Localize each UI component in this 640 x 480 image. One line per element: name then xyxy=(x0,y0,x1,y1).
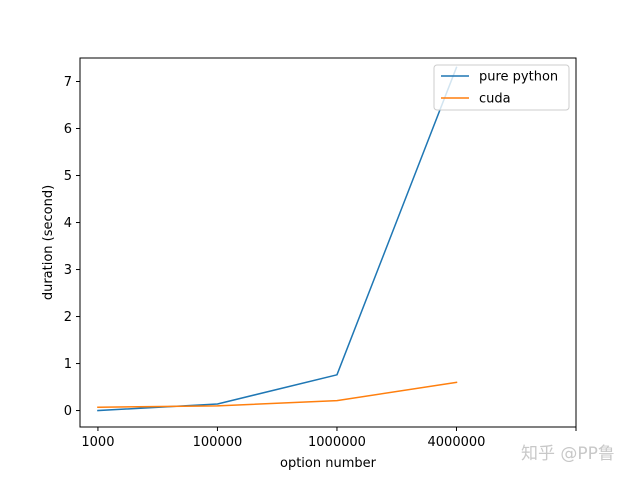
y-tick-label: 6 xyxy=(64,122,72,137)
y-tick-label: 1 xyxy=(64,357,72,372)
series-layer xyxy=(97,66,458,412)
x-axis-ticks: 1000 100000 1000000 4000000 xyxy=(81,427,577,450)
y-axis-label: duration (second) xyxy=(41,185,56,300)
plot-area xyxy=(80,58,576,427)
y-tick-label: 2 xyxy=(64,310,72,325)
x-tick-label: 4000000 xyxy=(428,435,486,450)
x-tick-label: 100000 xyxy=(193,435,243,450)
y-tick-label: 3 xyxy=(64,263,72,278)
x-tick-label: 1000 xyxy=(81,435,114,450)
watermark: 知乎 @PP鲁 xyxy=(521,444,615,464)
y-tick-label: 4 xyxy=(64,216,72,231)
y-tick-label: 5 xyxy=(64,169,72,184)
x-tick-label: 1000000 xyxy=(308,435,366,450)
x-axis-label: option number xyxy=(280,456,377,471)
series-line-cuda xyxy=(97,381,458,409)
y-axis-ticks: 0 1 2 3 4 5 6 7 xyxy=(64,75,80,419)
legend: pure python cuda xyxy=(433,64,570,111)
y-tick-label: 7 xyxy=(64,75,72,90)
legend-label-cuda: cuda xyxy=(479,92,511,107)
y-tick-label: 0 xyxy=(64,404,72,419)
legend-label-pure-python: pure python xyxy=(479,70,558,85)
plot-frame xyxy=(79,57,577,428)
